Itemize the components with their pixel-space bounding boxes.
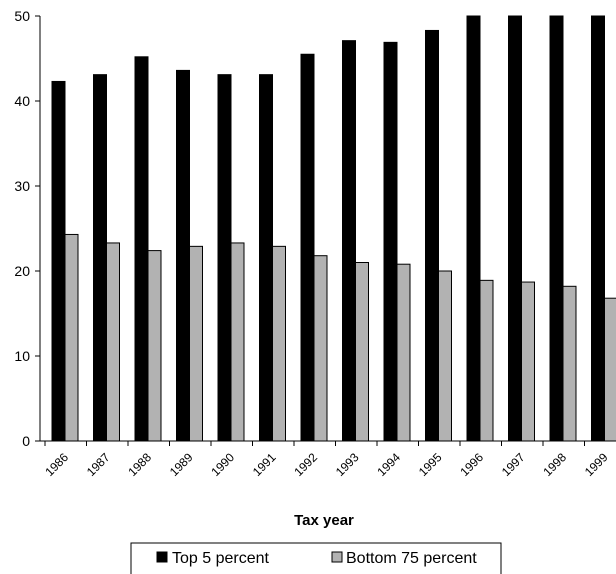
legend: Top 5 percent Bottom 75 percent [130,542,502,574]
bar-top-5-percent [134,56,149,442]
bar-top-5-percent [591,15,605,442]
bar-top-5-percent [508,15,522,442]
bar-bottom-75-percent [189,245,203,442]
bar-bottom-75-percent [521,281,535,442]
x-tick-label: 1989 [167,450,196,479]
bar-bottom-75-percent [64,233,79,442]
x-tick-label: 1993 [333,450,362,479]
bar-top-5-percent [259,74,273,442]
x-axis: 1986 1987 1988 1989 1990 1991 1992 1993 1994 1995… [42,441,611,479]
bar-bottom-75-percent [272,245,286,442]
bar-bottom-75-percent [147,250,162,442]
bar-top-5-percent [549,15,564,442]
x-axis-title: Tax year [294,512,354,529]
y-tick-label: 40 [14,93,30,109]
bar-top-5-percent [300,53,315,442]
bar-bottom-75-percent [479,279,494,442]
bar-top-5-percent [383,41,398,442]
bar-bottom-75-percent [562,285,577,442]
x-tick-label: 1992 [291,450,320,479]
x-tick-label: 1988 [125,450,154,479]
bar-top-5-percent [176,69,190,442]
legend-label-bottom-75: Bottom 75 percent [346,550,477,567]
legend-swatch-bottom-75 [331,551,343,563]
bar-top-5-percent [51,80,66,442]
bar-bottom-75-percent [396,263,411,442]
x-tick-label: 1991 [250,450,279,479]
bar-top-5-percent [93,74,107,442]
y-tick-label: 20 [14,263,30,279]
x-tick-label: 1990 [208,450,237,479]
bar-bottom-75-percent [230,242,245,442]
bar-top-5-percent [425,29,439,442]
x-tick-label: 1994 [374,450,403,479]
bar-top-5-percent [466,15,481,442]
y-axis: 0 10 20 30 40 50 [14,8,40,449]
bar-bottom-75-percent [438,270,452,442]
x-tick-label: 1986 [42,450,71,479]
legend-swatch-top-5 [156,551,168,563]
x-tick-label: 1998 [540,450,569,479]
x-tick-label: 1999 [582,450,611,479]
bar-top-5-percent [217,74,232,442]
x-tick-label: 1995 [416,450,445,479]
bar-bottom-75-percent [604,297,616,442]
bar-bottom-75-percent [106,242,120,442]
y-tick-label: 50 [14,8,30,24]
x-tick-label: 1997 [499,450,528,479]
y-tick-label: 10 [14,348,30,364]
x-tick-label: 1987 [84,450,113,479]
bar-bottom-75-percent [355,262,369,442]
y-tick-label: 30 [14,178,30,194]
legend-label-top-5: Top 5 percent [172,550,270,567]
bar-bottom-75-percent [313,255,328,442]
y-tick-label: 0 [22,433,30,449]
bars-group [51,15,616,442]
x-tick-label: 1996 [457,450,486,479]
legend-box [130,542,502,574]
bar-top-5-percent [342,40,356,442]
